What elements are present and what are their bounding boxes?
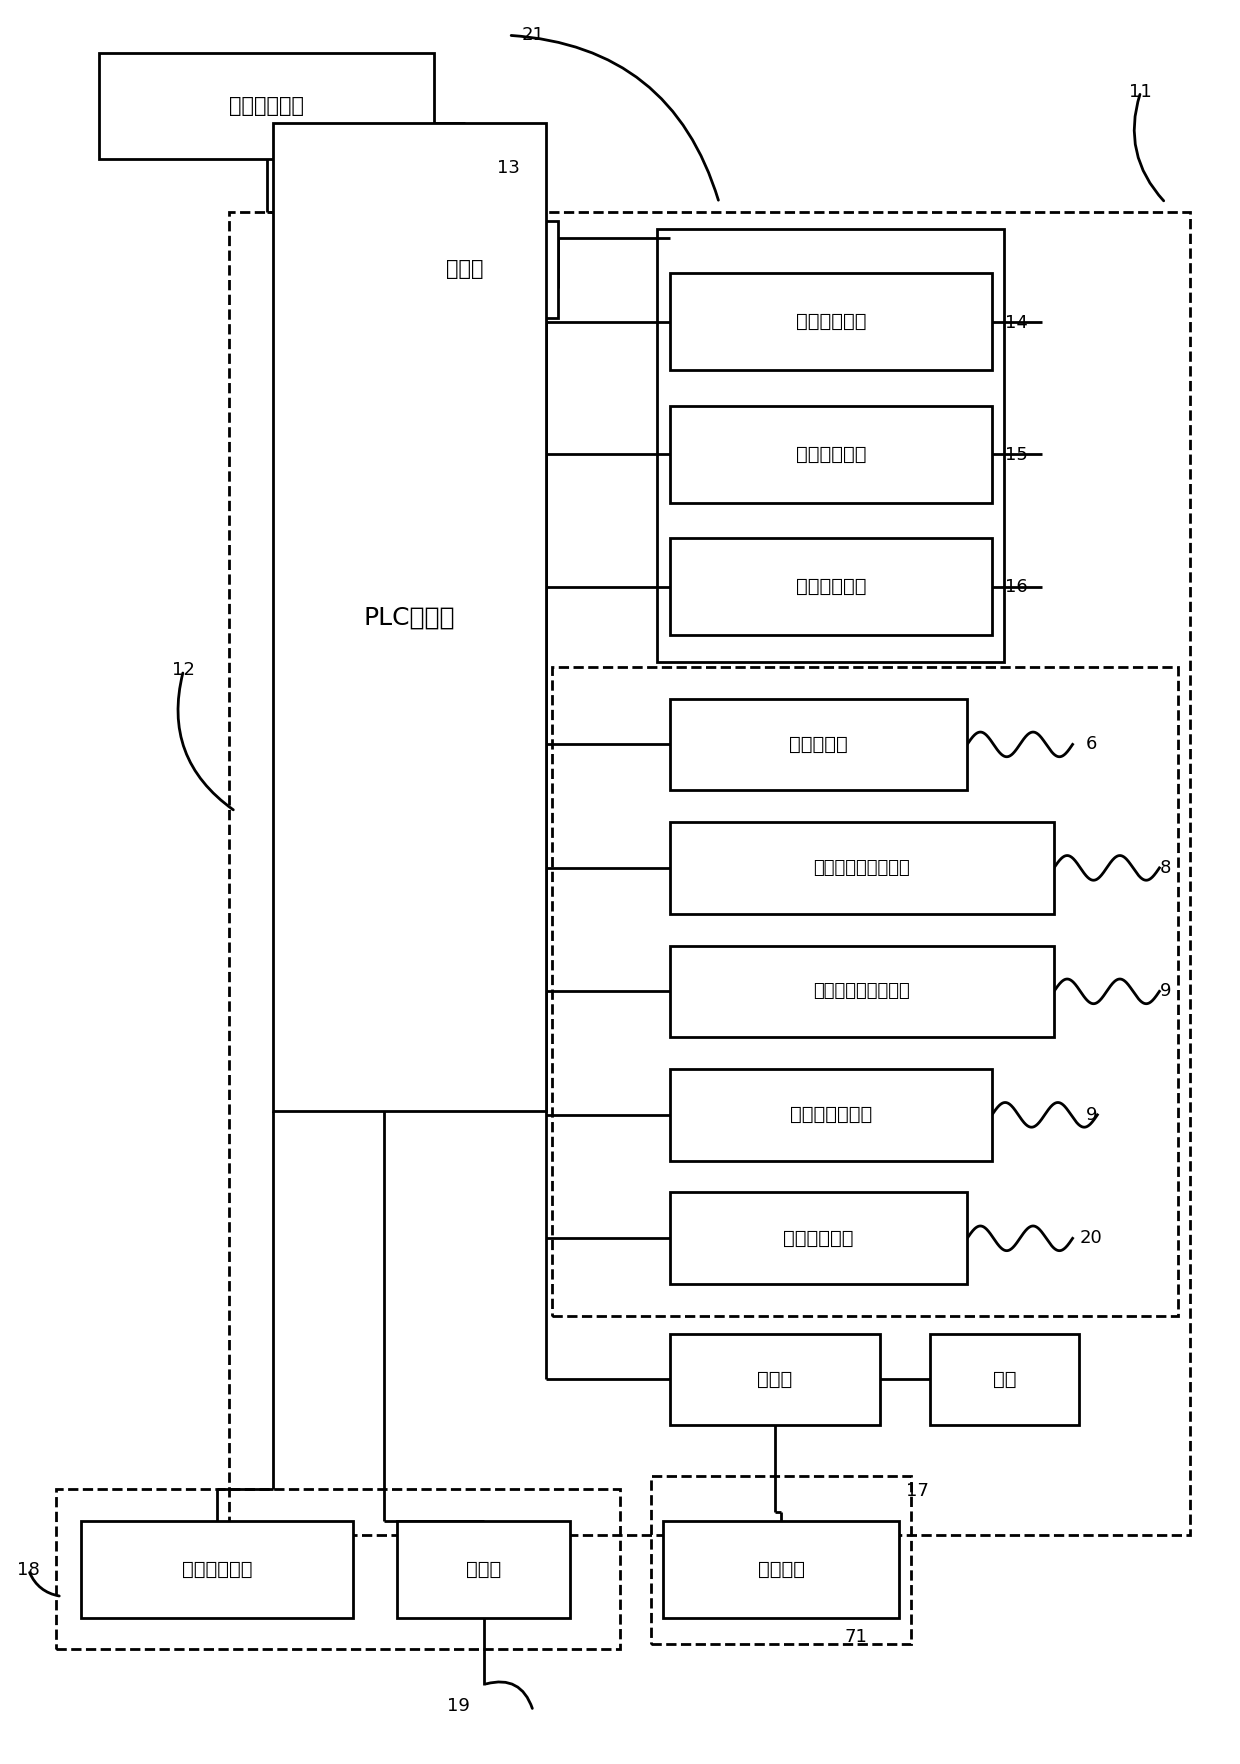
FancyBboxPatch shape	[670, 1334, 880, 1425]
Text: 15: 15	[1006, 446, 1028, 464]
FancyBboxPatch shape	[663, 1521, 899, 1618]
FancyBboxPatch shape	[670, 1069, 992, 1161]
Text: 6: 6	[1085, 736, 1097, 753]
Text: 第二管道压力传感器: 第二管道压力传感器	[813, 983, 910, 1000]
Text: 轴套型编码器: 轴套型编码器	[784, 1230, 853, 1247]
Text: 9: 9	[1085, 1106, 1097, 1124]
FancyBboxPatch shape	[81, 1521, 353, 1618]
FancyBboxPatch shape	[397, 1521, 570, 1618]
FancyBboxPatch shape	[670, 822, 1054, 914]
Text: 71: 71	[844, 1628, 867, 1646]
Text: 流量传感器: 流量传感器	[789, 736, 848, 753]
Text: 21: 21	[522, 26, 544, 44]
Text: 8: 8	[1159, 859, 1172, 877]
FancyBboxPatch shape	[930, 1334, 1079, 1425]
Text: 第一管道压力传感器: 第一管道压力传感器	[813, 859, 910, 877]
FancyBboxPatch shape	[670, 699, 967, 790]
Text: PLC控制器: PLC控制器	[363, 605, 455, 630]
Text: 12: 12	[172, 662, 195, 679]
Text: 20: 20	[1080, 1230, 1102, 1247]
Text: 触摸屏: 触摸屏	[466, 1559, 501, 1579]
Text: 智能阀门定位器: 智能阀门定位器	[790, 1106, 872, 1124]
Text: 水泵关闭按鈕: 水泵关闭按鈕	[796, 577, 866, 596]
Text: 水泵电机: 水泵电机	[758, 1559, 805, 1579]
FancyBboxPatch shape	[670, 946, 1054, 1037]
FancyBboxPatch shape	[670, 406, 992, 503]
FancyBboxPatch shape	[372, 220, 558, 318]
Text: 11: 11	[1130, 83, 1152, 101]
Text: 13: 13	[497, 159, 520, 176]
FancyBboxPatch shape	[670, 538, 992, 635]
FancyBboxPatch shape	[670, 1192, 967, 1284]
Text: 变频器: 变频器	[758, 1371, 792, 1388]
Text: 9: 9	[1159, 983, 1172, 1000]
Text: 锂电池: 锂电池	[446, 259, 484, 279]
Text: 无线通信模块: 无线通信模块	[182, 1559, 252, 1579]
Text: 14: 14	[1006, 314, 1028, 332]
Text: 市电: 市电	[993, 1371, 1016, 1388]
Text: 19: 19	[448, 1697, 470, 1715]
FancyBboxPatch shape	[670, 273, 992, 370]
Text: 电量检测模块: 电量检测模块	[796, 312, 866, 332]
Text: 16: 16	[1006, 579, 1028, 596]
FancyBboxPatch shape	[273, 123, 546, 1111]
Text: 18: 18	[17, 1561, 40, 1579]
FancyBboxPatch shape	[99, 53, 434, 159]
Text: 监控终端设备: 监控终端设备	[229, 95, 304, 116]
Text: 水泵开启按鈕: 水泵开启按鈕	[796, 445, 866, 464]
Text: 17: 17	[906, 1482, 929, 1499]
